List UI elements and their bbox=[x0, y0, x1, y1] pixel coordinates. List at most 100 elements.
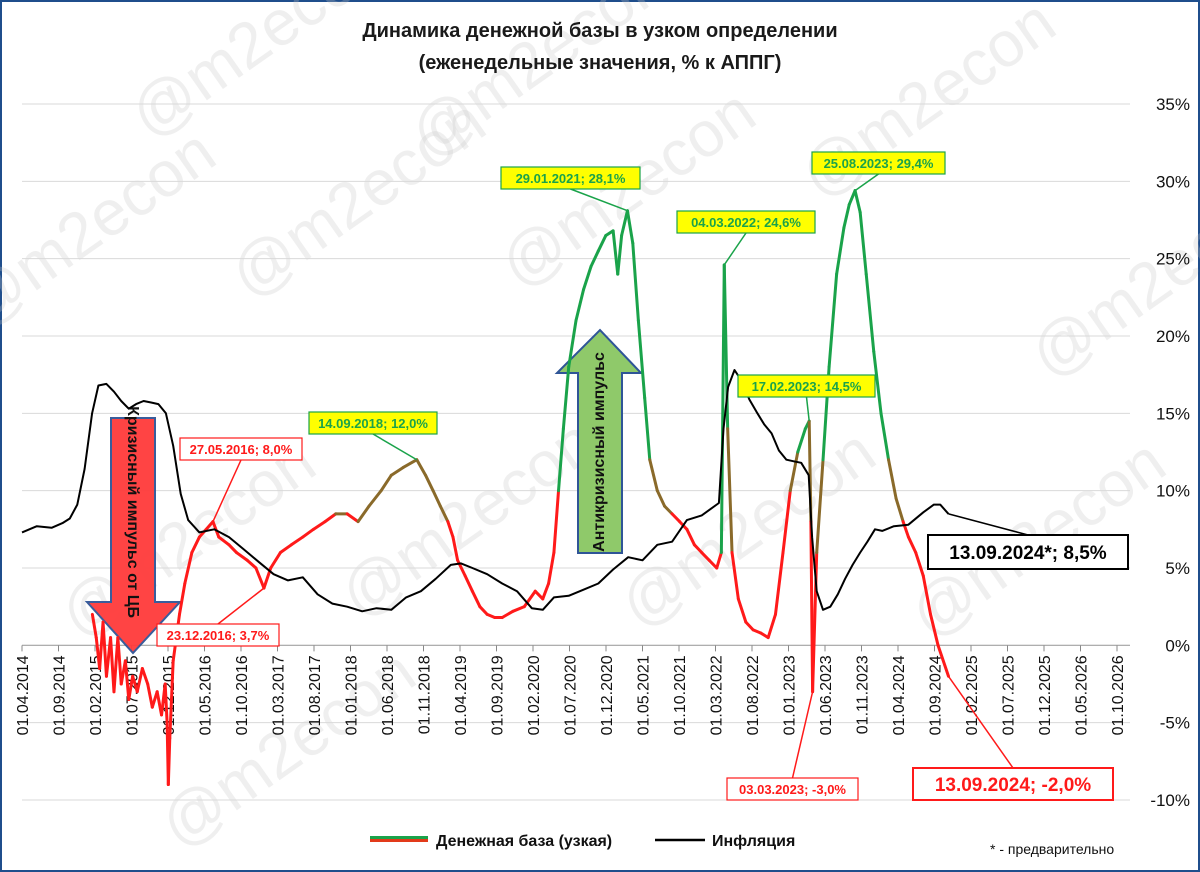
money-base-segment bbox=[589, 249, 600, 268]
callout-pointer bbox=[570, 188, 628, 212]
money-base-segment bbox=[781, 489, 792, 555]
money-base-segment bbox=[707, 558, 719, 570]
money-base-segment bbox=[574, 288, 586, 323]
callout-pointer bbox=[723, 232, 747, 266]
callout-pointer bbox=[805, 396, 810, 422]
money-base-segment bbox=[894, 496, 905, 524]
money-base-segment bbox=[367, 489, 383, 508]
callout-box bbox=[737, 374, 876, 398]
y-tick-label: 10% bbox=[1156, 482, 1190, 501]
money-base-segment bbox=[227, 543, 239, 555]
x-tick-label: 01.10.2016 bbox=[234, 655, 251, 735]
callout-pointer bbox=[212, 459, 242, 522]
inflation-line bbox=[21, 369, 950, 613]
x-tick-label: 01.05.2026 bbox=[1074, 655, 1091, 735]
legend-swatch-money-base-low bbox=[370, 839, 428, 842]
money-base-segment bbox=[301, 527, 315, 539]
money-base-segment bbox=[269, 551, 282, 570]
callout-label: 29.01.2021; 28,1% bbox=[516, 171, 626, 186]
x-tick-label: 01.12.2020 bbox=[599, 655, 616, 735]
money-base-segment bbox=[858, 210, 868, 276]
money-base-segment bbox=[655, 489, 667, 508]
chart-title: Динамика денежной базы в узком определен… bbox=[362, 20, 837, 42]
x-tick-label: 01.08.2022 bbox=[745, 655, 762, 735]
money-base-segment bbox=[463, 574, 474, 593]
y-tick-label: 20% bbox=[1156, 327, 1190, 346]
money-base-segment bbox=[692, 543, 704, 555]
money-base-segment bbox=[853, 189, 862, 214]
x-tick-label: 01.01.2023 bbox=[782, 655, 799, 735]
money-base-segment bbox=[670, 512, 682, 524]
money-base-segment bbox=[177, 581, 187, 616]
money-base-segment bbox=[140, 667, 150, 686]
money-base-segment bbox=[123, 659, 131, 701]
money-base-segment bbox=[616, 233, 624, 276]
x-tick-label: 01.11.2023 bbox=[855, 655, 872, 734]
y-tick-label: 35% bbox=[1156, 95, 1190, 114]
money-base-segment bbox=[379, 473, 393, 493]
footnote: * - предварительно bbox=[990, 841, 1114, 857]
y-tick-label: 25% bbox=[1156, 250, 1190, 269]
y-tick-label: 30% bbox=[1156, 172, 1190, 191]
x-tick-label: 01.09.2019 bbox=[490, 655, 507, 735]
callout-pointer bbox=[854, 173, 879, 192]
callout-box bbox=[912, 767, 1114, 801]
impulse-arrows: Кризисный импульс от ЦБ Антикризисный имп… bbox=[84, 328, 644, 655]
callout-box bbox=[811, 151, 946, 175]
callout-box bbox=[156, 623, 280, 647]
y-tick-label: -5% bbox=[1160, 714, 1190, 733]
x-tick-label: 01.04.2019 bbox=[453, 655, 470, 735]
money-base-segment bbox=[446, 520, 455, 539]
money-base-segment bbox=[914, 551, 925, 578]
money-base-segment bbox=[451, 535, 460, 562]
money-base-segment bbox=[217, 535, 231, 547]
legend-label-inflation: Инфляция bbox=[712, 833, 795, 850]
money-base-segment bbox=[168, 659, 175, 740]
money-base-segment bbox=[166, 736, 172, 787]
money-base-segment bbox=[936, 643, 950, 678]
callout-box bbox=[726, 777, 859, 801]
money-base-segment bbox=[101, 620, 108, 678]
x-tick-label: 01.10.2021 bbox=[672, 655, 689, 735]
money-base-segment bbox=[197, 520, 215, 539]
callout-pointer bbox=[217, 587, 265, 625]
y-axis-tick-labels: 35% 30% 25% 20% 15% 10% 5% 0% -5% -10% bbox=[1150, 95, 1190, 810]
x-axis-tick-labels: 01.04.2014 01.09.2014 01.02.2015 01.07.2015… bbox=[15, 645, 1127, 735]
money-base-segment bbox=[730, 551, 740, 601]
y-tick-label: 0% bbox=[1165, 636, 1190, 655]
money-base-segment bbox=[415, 458, 428, 477]
money-base-segment bbox=[478, 605, 489, 616]
callout-label: 04.03.2022; 24,6% bbox=[691, 215, 801, 230]
money-base-segment bbox=[235, 551, 249, 562]
callout-label: 25.08.2023; 29,4% bbox=[824, 156, 934, 171]
money-base-segment bbox=[726, 427, 734, 555]
watermark-text: @m2econ bbox=[117, 0, 398, 151]
money-base-segment bbox=[700, 551, 711, 562]
callout-box bbox=[179, 437, 303, 461]
money-base-segment bbox=[522, 589, 537, 609]
money-base-segment bbox=[620, 209, 629, 237]
x-tick-label: 01.11.2018 bbox=[417, 655, 434, 734]
watermark-text: @m2econ bbox=[1017, 165, 1200, 392]
money-base-segment bbox=[557, 427, 565, 493]
money-base-segment bbox=[625, 209, 635, 245]
callout-label: 03.03.2023; -3,0% bbox=[739, 782, 846, 797]
legend-label-money-base: Денежная база (узкая) bbox=[436, 833, 612, 850]
x-tick-label: 01.09.2024 bbox=[928, 655, 945, 735]
series-lines bbox=[21, 189, 950, 787]
x-tick-label: 01.10.2026 bbox=[1110, 655, 1127, 735]
money-base-segment bbox=[547, 551, 556, 585]
money-base-segment bbox=[245, 558, 258, 570]
callout-label: 14.09.2018; 12,0% bbox=[318, 416, 428, 431]
money-base-segment bbox=[827, 272, 839, 369]
callout-pointer bbox=[947, 675, 1014, 769]
money-base-segment bbox=[596, 233, 608, 253]
money-base-segment bbox=[766, 612, 777, 640]
x-tick-label: 01.01.2018 bbox=[344, 655, 361, 735]
x-tick-label: 01.05.2021 bbox=[636, 655, 653, 735]
money-base-segment bbox=[90, 612, 98, 640]
money-base-segment bbox=[788, 450, 800, 493]
money-base-segment bbox=[773, 551, 785, 616]
x-tick-label: 01.02.2025 bbox=[964, 655, 981, 735]
y-tick-label: 5% bbox=[1165, 559, 1190, 578]
